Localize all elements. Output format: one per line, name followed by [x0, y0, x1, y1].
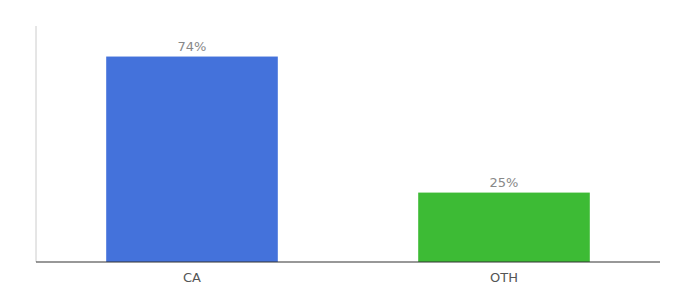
bar — [106, 57, 278, 262]
chart-container: 74% 25% CA OTH — [0, 0, 680, 300]
data-label: 74% — [178, 39, 207, 54]
x-tick-label: OTH — [490, 270, 518, 285]
x-axis-line — [36, 261, 660, 262]
chart-svg: 74% 25% CA OTH — [0, 0, 680, 300]
y-axis-line — [36, 26, 37, 262]
bars — [106, 57, 590, 262]
x-tick-label: CA — [183, 270, 201, 285]
bar — [418, 193, 590, 262]
data-label: 25% — [490, 175, 519, 190]
